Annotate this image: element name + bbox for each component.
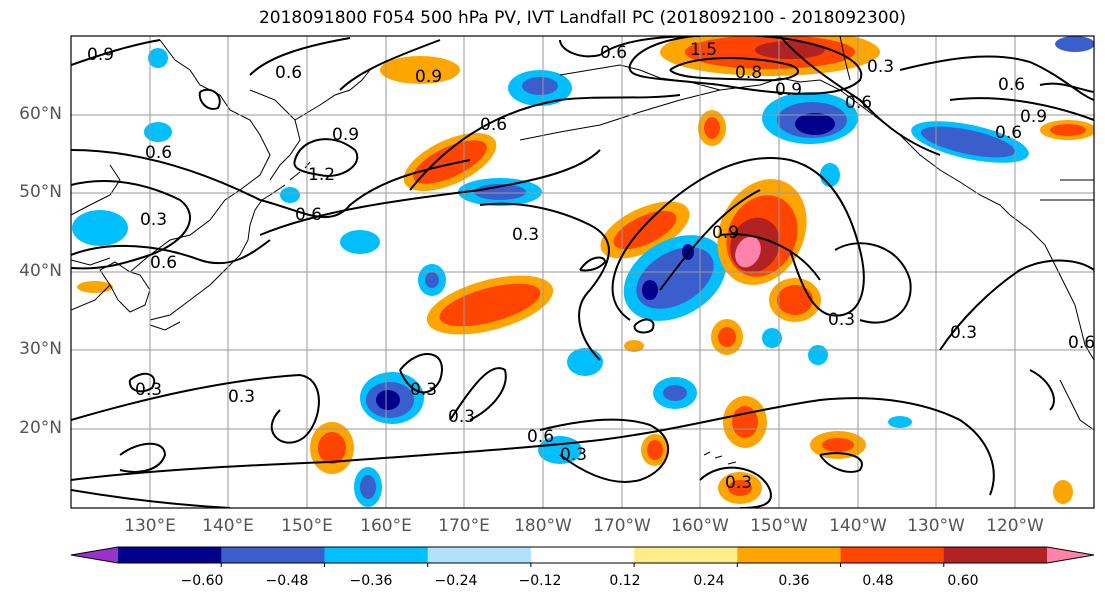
colorbar-tick-label: −0.48 (265, 573, 309, 589)
lon-label: 130°E (124, 516, 176, 536)
colorbar-outline (70, 546, 1095, 564)
contour-label: 0.3 (512, 225, 539, 245)
contour-label: 0.6 (275, 63, 302, 83)
map-frame (70, 35, 1095, 509)
lon-label: 130°W (907, 516, 965, 536)
contour-labels: 0.9 0.6 0.6 0.9 1.5 0.8 0.3 0.6 0.9 0.6 … (87, 40, 1095, 493)
colorbar-bin (634, 547, 738, 563)
lon-label: 150°W (750, 516, 808, 536)
contour-label: 0.6 (995, 123, 1022, 143)
lat-label: 20°N (19, 418, 62, 438)
lat-label: 60°N (19, 104, 62, 124)
contour-label: 0.9 (775, 80, 802, 100)
colorbar-tick-label: −0.36 (349, 573, 393, 589)
lon-label: 120°W (986, 516, 1044, 536)
contour-label: 0.9 (332, 125, 359, 145)
colorbar-bin (530, 547, 635, 563)
contour-label: 0.6 (150, 253, 177, 273)
colorbar-bin (427, 547, 532, 563)
colorbar-tick-label: −0.24 (434, 573, 478, 589)
contour-label: 0.6 (480, 115, 507, 135)
lat-label: 50°N (19, 182, 62, 202)
colorbar-tick-label: 0.36 (778, 573, 810, 589)
contour-label: 0.3 (135, 380, 162, 400)
contour-label: 0.9 (87, 45, 114, 65)
contour-label: 0.3 (950, 323, 977, 343)
contour-label: 0.9 (712, 223, 739, 243)
contour-label: 0.6 (998, 75, 1025, 95)
contour-label: 0.6 (1068, 333, 1095, 353)
lon-label: 140°W (829, 516, 887, 536)
contour-label: 0.8 (735, 63, 762, 83)
colorbar-extension-low (71, 547, 118, 563)
colorbar-tick-label: 0.24 (693, 573, 725, 589)
contour-label: 0.9 (1020, 107, 1047, 127)
contour-label: 0.6 (145, 143, 172, 163)
contour-label: 0.6 (600, 43, 627, 63)
contour-label: 0.3 (140, 210, 167, 230)
colorbar-bin (324, 547, 429, 563)
anomaly-fill-layer (72, 36, 1094, 507)
lon-label: 150°E (281, 516, 333, 536)
lat-label: 30°N (19, 339, 62, 359)
colorbar-tick-label: −0.12 (518, 573, 562, 589)
colorbar-tick-label: 0.60 (947, 573, 979, 589)
lon-label: 160°W (671, 516, 729, 536)
pv-contours (71, 36, 1094, 508)
contour-label: 0.3 (867, 57, 894, 77)
colorbar-extension-high (1047, 547, 1094, 563)
contour-label: 0.3 (410, 380, 437, 400)
negative-anomaly (1055, 36, 1094, 52)
colorbar-tick-label: 0.12 (609, 573, 641, 589)
lon-label: 160°E (360, 516, 412, 536)
contour-label: 0.3 (725, 473, 752, 493)
colorbar-bin (737, 547, 842, 563)
contour-label: 0.6 (845, 93, 872, 113)
lon-label: 170°W (593, 516, 651, 536)
lon-label: 170°E (438, 516, 490, 536)
colorbar-bin (118, 547, 222, 563)
contour-label: 0.3 (448, 407, 475, 427)
lon-label: 180°W (514, 516, 572, 536)
contour-label: 0.3 (228, 387, 255, 407)
positive-anomaly (380, 56, 460, 84)
contour-label: 1.2 (308, 165, 335, 185)
lat-label: 40°N (19, 261, 62, 281)
colorbar-bin (840, 547, 945, 563)
map-title: 2018091800 F054 500 hPa PV, IVT Landfall… (258, 8, 906, 28)
lon-label: 140°E (202, 516, 254, 536)
colorbar-tick-label: 0.48 (862, 573, 894, 589)
contour-label: 0.9 (415, 67, 442, 87)
contour-label: 1.5 (690, 40, 717, 60)
colorbar-bin (221, 547, 325, 563)
colorbar-bin (943, 547, 1048, 563)
contour-label: 0.6 (527, 427, 554, 447)
contour-label: 0.3 (560, 445, 587, 465)
contour-label: 0.6 (295, 205, 322, 225)
colorbar-tick-label: −0.60 (180, 573, 224, 589)
contour-label: 0.3 (828, 310, 855, 330)
colorbar (70, 546, 1095, 567)
